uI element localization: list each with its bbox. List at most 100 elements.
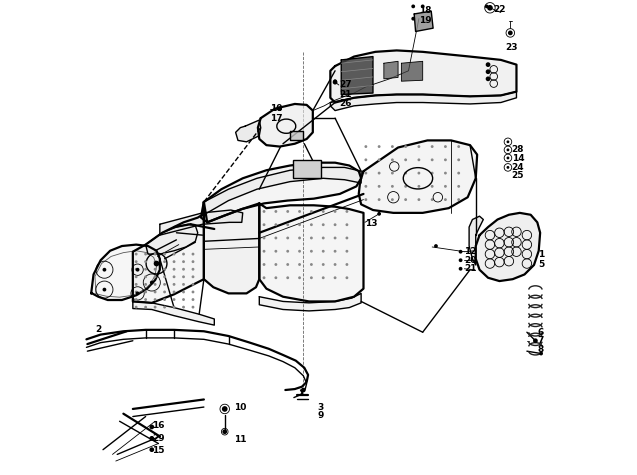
Circle shape (391, 145, 394, 148)
Circle shape (262, 276, 266, 279)
Circle shape (182, 306, 185, 309)
Circle shape (262, 263, 266, 266)
Circle shape (154, 268, 157, 271)
Circle shape (298, 210, 301, 213)
Circle shape (144, 298, 147, 301)
Circle shape (364, 158, 368, 161)
Circle shape (154, 261, 159, 266)
Circle shape (334, 223, 336, 226)
Circle shape (431, 171, 434, 174)
Circle shape (334, 237, 336, 239)
Circle shape (275, 237, 277, 239)
Text: 2: 2 (95, 325, 101, 334)
Circle shape (275, 263, 277, 266)
Circle shape (310, 250, 313, 253)
Polygon shape (384, 61, 398, 79)
Text: 20: 20 (464, 256, 476, 265)
Text: 16: 16 (152, 421, 164, 430)
Circle shape (173, 260, 175, 263)
Circle shape (334, 210, 336, 213)
Polygon shape (476, 213, 540, 281)
Circle shape (192, 306, 194, 309)
Circle shape (404, 185, 407, 188)
Circle shape (136, 292, 140, 295)
Circle shape (286, 263, 289, 266)
Circle shape (508, 30, 513, 35)
Circle shape (286, 223, 289, 226)
Polygon shape (414, 11, 433, 31)
Text: 23: 23 (506, 43, 518, 52)
Circle shape (431, 185, 434, 188)
Text: 8: 8 (538, 345, 544, 354)
Text: 11: 11 (234, 435, 247, 444)
Text: 22: 22 (493, 5, 505, 14)
Circle shape (310, 263, 313, 266)
Circle shape (322, 210, 325, 213)
Circle shape (539, 352, 543, 355)
Circle shape (182, 268, 185, 271)
Text: 26: 26 (339, 99, 352, 108)
Polygon shape (401, 61, 423, 81)
Circle shape (135, 306, 138, 309)
Circle shape (135, 268, 138, 271)
Circle shape (275, 276, 277, 279)
Circle shape (391, 158, 394, 161)
Circle shape (378, 198, 380, 201)
Circle shape (173, 306, 175, 309)
Circle shape (345, 250, 348, 253)
Circle shape (222, 406, 227, 412)
Circle shape (144, 291, 147, 294)
Text: 29: 29 (152, 434, 164, 443)
Circle shape (487, 5, 493, 10)
Circle shape (150, 436, 154, 441)
Text: 17: 17 (270, 114, 283, 123)
Circle shape (182, 260, 185, 263)
Circle shape (298, 276, 301, 279)
Circle shape (421, 4, 425, 8)
Circle shape (378, 185, 380, 188)
Circle shape (334, 263, 336, 266)
Circle shape (322, 276, 325, 279)
Circle shape (286, 210, 289, 213)
Circle shape (136, 268, 140, 272)
Circle shape (154, 253, 157, 256)
Circle shape (412, 4, 415, 8)
Circle shape (322, 263, 325, 266)
Circle shape (506, 149, 510, 152)
Circle shape (275, 223, 277, 226)
Circle shape (345, 276, 348, 279)
Circle shape (298, 250, 301, 253)
Circle shape (333, 79, 337, 83)
Circle shape (144, 283, 147, 286)
Circle shape (144, 260, 147, 263)
Polygon shape (133, 202, 204, 303)
Circle shape (457, 171, 460, 174)
Circle shape (135, 291, 138, 294)
Circle shape (431, 145, 434, 148)
Circle shape (345, 263, 348, 266)
Circle shape (163, 276, 166, 278)
Circle shape (457, 198, 460, 201)
Circle shape (322, 250, 325, 253)
Circle shape (434, 244, 438, 248)
Polygon shape (290, 131, 303, 141)
Text: 3: 3 (318, 402, 324, 411)
Circle shape (506, 166, 510, 169)
Circle shape (485, 69, 490, 74)
Circle shape (459, 267, 462, 271)
Circle shape (506, 141, 510, 143)
Circle shape (275, 210, 277, 213)
Text: 19: 19 (419, 16, 431, 25)
Text: 1: 1 (538, 249, 544, 258)
Circle shape (163, 283, 166, 286)
Text: 10: 10 (270, 104, 283, 113)
Circle shape (192, 268, 194, 271)
Circle shape (163, 298, 166, 301)
Circle shape (192, 283, 194, 286)
Circle shape (144, 306, 147, 309)
Polygon shape (469, 216, 483, 265)
Circle shape (278, 107, 282, 111)
Circle shape (533, 338, 538, 343)
Circle shape (457, 145, 460, 148)
Circle shape (298, 237, 301, 239)
